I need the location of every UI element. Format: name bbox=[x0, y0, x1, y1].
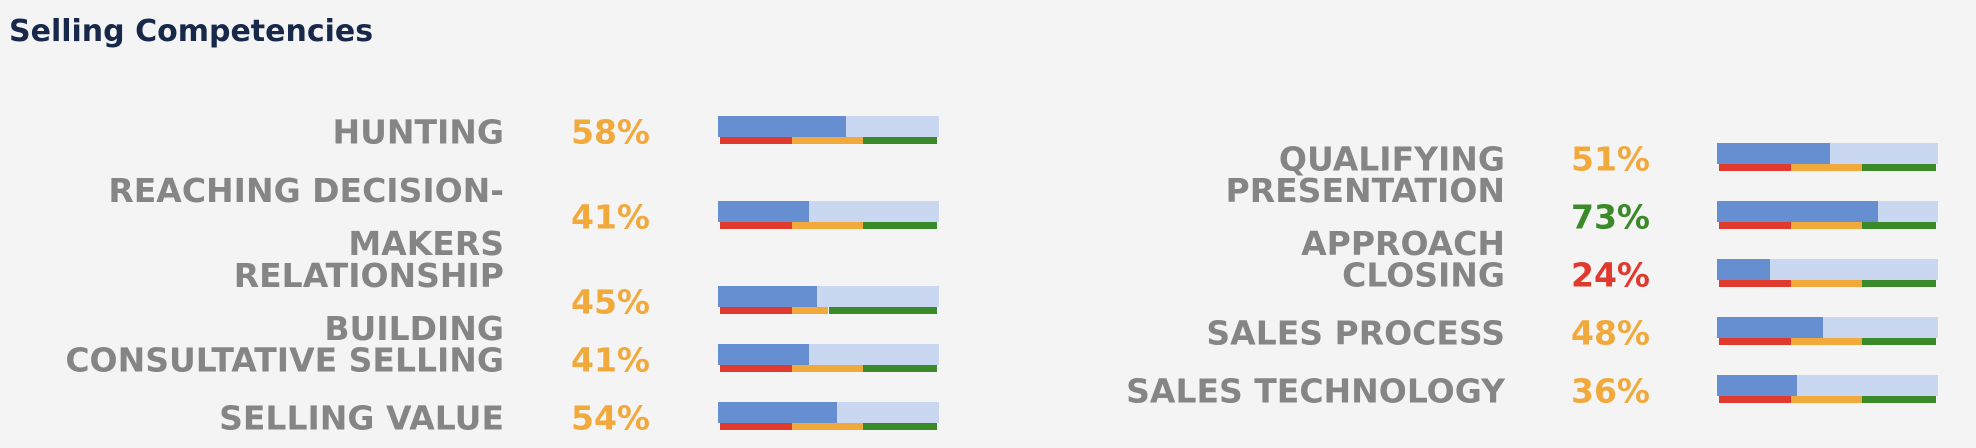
threshold-mid bbox=[791, 222, 864, 229]
competency-name: CLOSING bbox=[1342, 255, 1505, 295]
bar-fill bbox=[718, 116, 847, 137]
threshold-low bbox=[720, 137, 792, 144]
bar-track bbox=[1717, 259, 1938, 280]
threshold-mid bbox=[791, 137, 864, 144]
threshold-low bbox=[1719, 396, 1791, 403]
competency-name: REACHING DECISION-MAKERS bbox=[108, 171, 504, 263]
threshold-high bbox=[863, 137, 937, 144]
score-bar bbox=[1717, 317, 1938, 346]
score-bar bbox=[718, 286, 939, 315]
competency-score: 58% bbox=[571, 112, 650, 152]
threshold-mid bbox=[1790, 222, 1863, 229]
competency-name: SALES TECHNOLOGY bbox=[1126, 371, 1505, 411]
bar-fill bbox=[718, 201, 809, 222]
competency-name: SELLING VALUE bbox=[219, 398, 504, 438]
competency-score: 54% bbox=[571, 398, 650, 438]
score-bar bbox=[718, 402, 939, 431]
competency-score: 73% bbox=[1571, 197, 1650, 237]
competency-score: 51% bbox=[1571, 139, 1650, 179]
section-title: Selling Competencies bbox=[9, 14, 374, 49]
threshold-mid bbox=[1790, 164, 1863, 171]
competency-name: CONSULTATIVE SELLING bbox=[65, 340, 504, 380]
bar-fill bbox=[1717, 143, 1830, 164]
score-bar bbox=[1717, 201, 1938, 230]
competency-name: PRESENTATION APPROACH bbox=[1225, 171, 1505, 263]
threshold-low bbox=[1719, 222, 1791, 229]
threshold-high bbox=[1862, 338, 1936, 345]
score-bar bbox=[1717, 143, 1938, 172]
threshold-high bbox=[1862, 396, 1936, 403]
bar-fill bbox=[718, 402, 838, 423]
threshold-mid bbox=[1790, 280, 1863, 287]
score-bar bbox=[718, 116, 939, 145]
threshold-mid bbox=[791, 307, 829, 314]
bar-fill bbox=[1717, 375, 1797, 396]
threshold-low bbox=[1719, 338, 1791, 345]
competency-score: 41% bbox=[571, 197, 650, 237]
threshold-high bbox=[863, 423, 937, 430]
competency-score: 41% bbox=[571, 340, 650, 380]
score-bar bbox=[718, 344, 939, 373]
threshold-low bbox=[720, 423, 792, 430]
threshold-mid bbox=[1790, 338, 1863, 345]
bar-fill bbox=[718, 344, 809, 365]
threshold-mid bbox=[791, 423, 864, 430]
bar-fill bbox=[718, 286, 818, 307]
competency-name: RELATIONSHIP BUILDING bbox=[233, 256, 504, 348]
bar-fill bbox=[1717, 259, 1771, 280]
competency-score: 36% bbox=[1571, 371, 1650, 411]
threshold-high bbox=[1862, 280, 1936, 287]
competency-score: 48% bbox=[1571, 313, 1650, 353]
competency-name: SALES PROCESS bbox=[1206, 313, 1505, 353]
bar-fill bbox=[1717, 317, 1824, 338]
competency-score: 45% bbox=[571, 282, 650, 322]
threshold-high bbox=[1862, 222, 1936, 229]
threshold-mid bbox=[1790, 396, 1863, 403]
threshold-low bbox=[720, 222, 792, 229]
competency-name: HUNTING bbox=[332, 112, 504, 152]
competency-name: QUALIFYING bbox=[1278, 139, 1505, 179]
threshold-low bbox=[720, 365, 792, 372]
score-bar bbox=[1717, 259, 1938, 288]
score-bar bbox=[1717, 375, 1938, 404]
competency-score: 24% bbox=[1571, 255, 1650, 295]
threshold-high bbox=[1862, 164, 1936, 171]
score-bar bbox=[718, 201, 939, 230]
threshold-high bbox=[828, 307, 937, 314]
threshold-low bbox=[1719, 280, 1791, 287]
bar-fill bbox=[1717, 201, 1879, 222]
threshold-high bbox=[863, 222, 937, 229]
threshold-low bbox=[720, 307, 792, 314]
threshold-low bbox=[1719, 164, 1791, 171]
threshold-mid bbox=[791, 365, 864, 372]
threshold-high bbox=[863, 365, 937, 372]
